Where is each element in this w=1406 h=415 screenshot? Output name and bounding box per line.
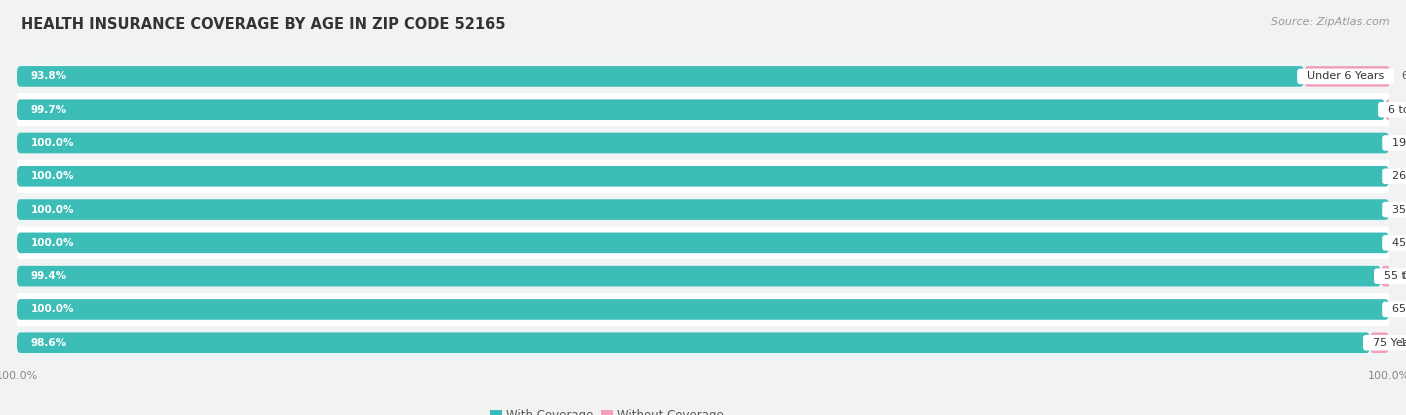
Text: 98.6%: 98.6% (31, 338, 66, 348)
Text: 99.4%: 99.4% (31, 271, 66, 281)
FancyBboxPatch shape (1389, 133, 1400, 153)
Text: Source: ZipAtlas.com: Source: ZipAtlas.com (1271, 17, 1389, 27)
Text: 100.0%: 100.0% (31, 205, 75, 215)
Text: 19 to 25 Years: 19 to 25 Years (1385, 138, 1406, 148)
FancyBboxPatch shape (17, 66, 1303, 87)
FancyBboxPatch shape (1303, 66, 1391, 87)
FancyBboxPatch shape (17, 266, 1381, 286)
FancyBboxPatch shape (17, 199, 1389, 220)
FancyBboxPatch shape (17, 160, 1389, 193)
Text: 65 to 74 Years: 65 to 74 Years (1385, 305, 1406, 315)
Text: 75 Years and older: 75 Years and older (1365, 338, 1406, 348)
FancyBboxPatch shape (17, 133, 1389, 153)
Text: 100.0%: 100.0% (31, 305, 75, 315)
FancyBboxPatch shape (17, 126, 1389, 160)
Text: 100.0%: 100.0% (31, 171, 75, 181)
FancyBboxPatch shape (1389, 166, 1400, 187)
Text: 100.0%: 100.0% (31, 238, 75, 248)
FancyBboxPatch shape (17, 299, 1389, 320)
Text: 0.63%: 0.63% (1403, 271, 1406, 281)
Text: 100.0%: 100.0% (31, 138, 75, 148)
Text: 35 to 44 Years: 35 to 44 Years (1385, 205, 1406, 215)
FancyBboxPatch shape (1385, 99, 1396, 120)
Text: 1.4%: 1.4% (1400, 338, 1406, 348)
Text: 6 to 18 Years: 6 to 18 Years (1381, 105, 1406, 115)
FancyBboxPatch shape (17, 193, 1389, 226)
FancyBboxPatch shape (17, 99, 1385, 120)
FancyBboxPatch shape (1389, 199, 1400, 220)
FancyBboxPatch shape (17, 166, 1389, 187)
FancyBboxPatch shape (17, 232, 1389, 253)
Text: 99.7%: 99.7% (31, 105, 66, 115)
FancyBboxPatch shape (17, 60, 1389, 93)
Text: HEALTH INSURANCE COVERAGE BY AGE IN ZIP CODE 52165: HEALTH INSURANCE COVERAGE BY AGE IN ZIP … (21, 17, 506, 32)
FancyBboxPatch shape (1389, 232, 1400, 253)
FancyBboxPatch shape (17, 93, 1389, 126)
FancyBboxPatch shape (17, 226, 1389, 259)
Text: 26 to 34 Years: 26 to 34 Years (1385, 171, 1406, 181)
Legend: With Coverage, Without Coverage: With Coverage, Without Coverage (489, 409, 724, 415)
Text: 93.8%: 93.8% (31, 71, 66, 81)
Text: 45 to 54 Years: 45 to 54 Years (1385, 238, 1406, 248)
FancyBboxPatch shape (17, 259, 1389, 293)
Text: 6.3%: 6.3% (1402, 71, 1406, 81)
FancyBboxPatch shape (17, 326, 1389, 359)
Text: Under 6 Years: Under 6 Years (1301, 71, 1391, 81)
FancyBboxPatch shape (1369, 332, 1389, 353)
FancyBboxPatch shape (1389, 299, 1400, 320)
FancyBboxPatch shape (17, 293, 1389, 326)
Text: 55 to 64 Years: 55 to 64 Years (1376, 271, 1406, 281)
FancyBboxPatch shape (17, 332, 1369, 353)
FancyBboxPatch shape (1381, 266, 1392, 286)
